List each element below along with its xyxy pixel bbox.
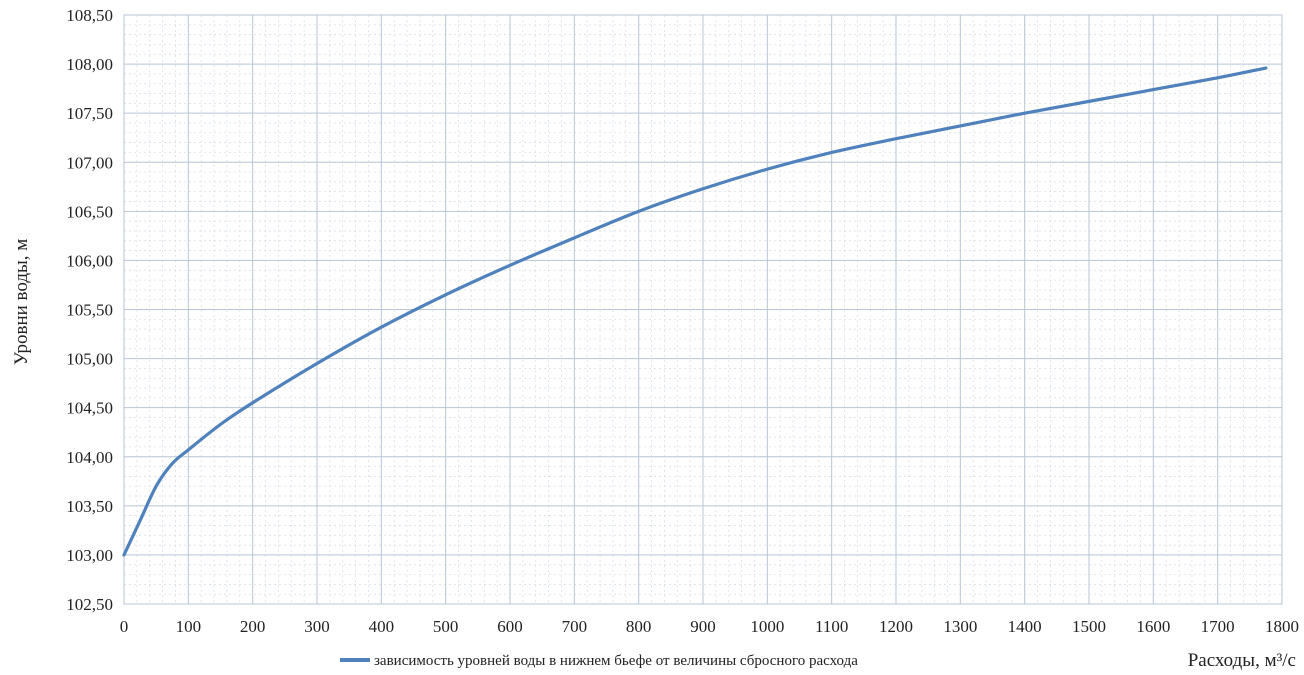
y-tick-label: 106,00 <box>66 251 113 270</box>
x-tick-label: 900 <box>690 617 716 636</box>
x-axis-title: Расходы, м³/с <box>1188 650 1296 671</box>
y-tick-label: 107,50 <box>66 104 113 123</box>
x-tick-label: 100 <box>176 617 202 636</box>
x-tick-label: 600 <box>497 617 523 636</box>
legend-label: зависимость уровней воды в нижнем бьефе … <box>374 653 858 669</box>
x-tick-label: 1200 <box>879 617 913 636</box>
x-tick-label: 1000 <box>750 617 784 636</box>
plot-area-border <box>123 14 1283 605</box>
major-grid <box>123 14 1283 605</box>
y-tick-label: 108,50 <box>66 6 113 25</box>
y-tick-label: 108,00 <box>66 55 113 74</box>
x-tick-label: 0 <box>120 617 129 636</box>
x-tick-label: 1700 <box>1201 617 1235 636</box>
y-tick-label: 105,50 <box>66 301 113 320</box>
legend: зависимость уровней воды в нижнем бьефе … <box>340 653 858 669</box>
x-tick-label: 1300 <box>943 617 977 636</box>
x-tick-label: 700 <box>562 617 588 636</box>
x-tick-label: 1500 <box>1072 617 1106 636</box>
y-tick-label: 103,00 <box>66 546 113 565</box>
series-layer <box>122 66 1268 557</box>
y-tick-label: 104,50 <box>66 399 113 418</box>
y-tick-label: 103,50 <box>66 497 113 516</box>
x-tick-label: 500 <box>433 617 459 636</box>
y-tick-label: 107,00 <box>66 153 113 172</box>
series-line <box>122 66 1268 557</box>
x-tick-label: 300 <box>304 617 330 636</box>
x-axis-tick-labels: 0 100 200 300 400 500 600 700 800 900 1000 1100 1200… <box>120 617 1299 636</box>
y-tick-label: 102,50 <box>66 595 113 614</box>
x-tick-label: 1100 <box>815 617 848 636</box>
plot-frame <box>123 14 1283 605</box>
x-tick-label: 1800 <box>1265 617 1299 636</box>
x-tick-label: 1600 <box>1136 617 1170 636</box>
y-axis-title: Уровни воды, м <box>11 239 32 366</box>
x-tick-label: 400 <box>369 617 395 636</box>
y-tick-label: 104,00 <box>66 448 113 467</box>
x-tick-label: 1400 <box>1008 617 1042 636</box>
y-tick-label: 105,00 <box>66 350 113 369</box>
y-tick-label: 106,50 <box>66 202 113 221</box>
x-tick-label: 200 <box>240 617 266 636</box>
y-axis-tick-labels: 102,50 103,00 103,50 104,00 104,50 105,00 105,… <box>66 6 113 614</box>
x-tick-label: 800 <box>626 617 652 636</box>
